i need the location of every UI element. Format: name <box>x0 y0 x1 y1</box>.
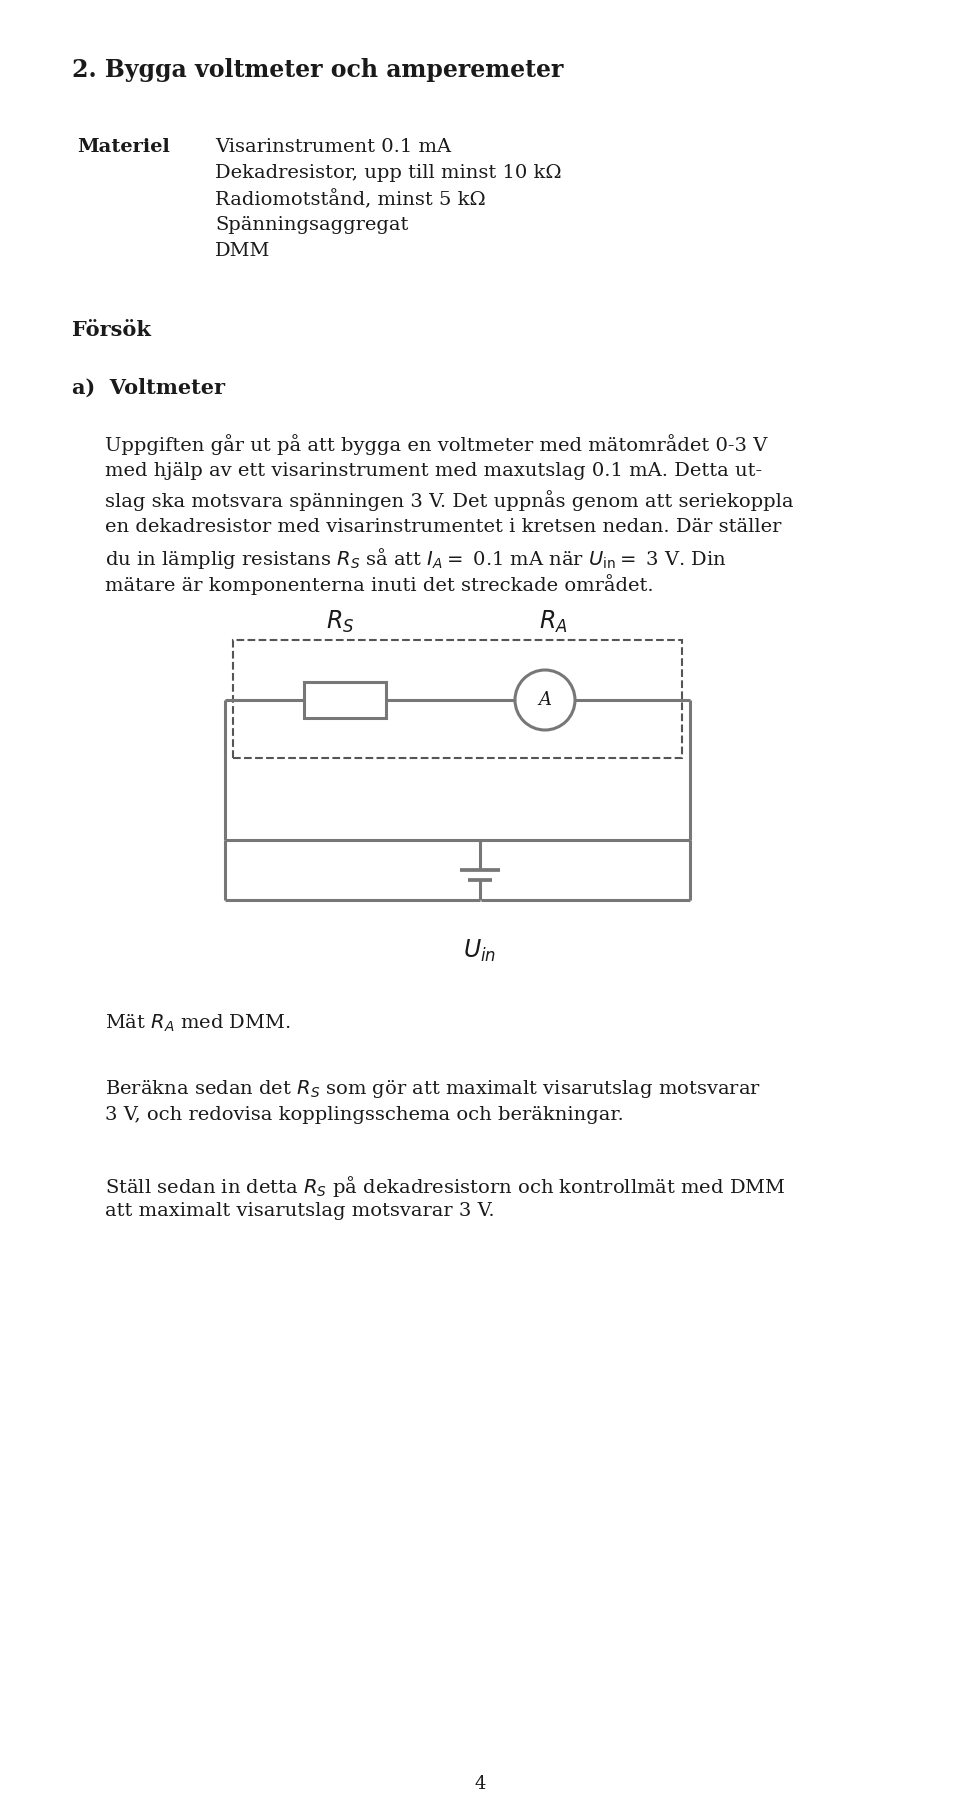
Text: Mät $R_A$ med DMM.: Mät $R_A$ med DMM. <box>105 1013 291 1035</box>
Text: Beräkna sedan det $R_S$ som gör att maximalt visarutslag motsvarar: Beräkna sedan det $R_S$ som gör att maxi… <box>105 1078 761 1100</box>
Text: du in lämplig resistans $R_S$ så att $I_A=$ 0.1 mA när $U_{\mathrm{in}}=$ 3 V. D: du in lämplig resistans $R_S$ så att $I_… <box>105 546 727 572</box>
Text: Materiel: Materiel <box>77 139 170 157</box>
FancyBboxPatch shape <box>304 682 386 718</box>
Text: Försök: Försök <box>72 319 151 341</box>
Text: a)  Voltmeter: a) Voltmeter <box>72 379 225 398</box>
Text: Visarinstrument 0.1 mA: Visarinstrument 0.1 mA <box>215 139 451 157</box>
Text: med hjälp av ett visarinstrument med maxutslag 0.1 mA. Detta ut-: med hjälp av ett visarinstrument med max… <box>105 462 762 480</box>
Text: $R_A$: $R_A$ <box>539 609 567 635</box>
Text: Uppgiften går ut på att bygga en voltmeter med mätområdet 0-3 V: Uppgiften går ut på att bygga en voltmet… <box>105 435 767 454</box>
Text: en dekadresistor med visarinstrumentet i kretsen nedan. Där ställer: en dekadresistor med visarinstrumentet i… <box>105 517 781 535</box>
Text: DMM: DMM <box>215 242 271 260</box>
Text: 3 V, och redovisa kopplingsschema och beräkningar.: 3 V, och redovisa kopplingsschema och be… <box>105 1105 624 1123</box>
Text: slag ska motsvara spänningen 3 V. Det uppnås genom att seriekoppla: slag ska motsvara spänningen 3 V. Det up… <box>105 490 794 510</box>
Text: 4: 4 <box>474 1774 486 1792</box>
Text: Ställ sedan in detta $R_S$ på dekadresistorn och kontrollmät med DMM: Ställ sedan in detta $R_S$ på dekadresis… <box>105 1174 785 1199</box>
Text: Spänningsaggregat: Spänningsaggregat <box>215 216 408 234</box>
Text: 2. Bygga voltmeter och amperemeter: 2. Bygga voltmeter och amperemeter <box>72 58 564 81</box>
Text: mätare är komponenterna inuti det streckade området.: mätare är komponenterna inuti det streck… <box>105 573 654 595</box>
Text: Dekadresistor, upp till minst 10 kΩ: Dekadresistor, upp till minst 10 kΩ <box>215 164 562 182</box>
Text: $R_S$: $R_S$ <box>325 609 354 635</box>
Text: Radiomotstånd, minst 5 kΩ: Radiomotstånd, minst 5 kΩ <box>215 189 486 209</box>
Text: att maximalt visarutslag motsvarar 3 V.: att maximalt visarutslag motsvarar 3 V. <box>105 1203 494 1221</box>
Text: A: A <box>539 691 551 709</box>
Circle shape <box>515 671 575 730</box>
Text: $U_{in}$: $U_{in}$ <box>464 938 496 965</box>
